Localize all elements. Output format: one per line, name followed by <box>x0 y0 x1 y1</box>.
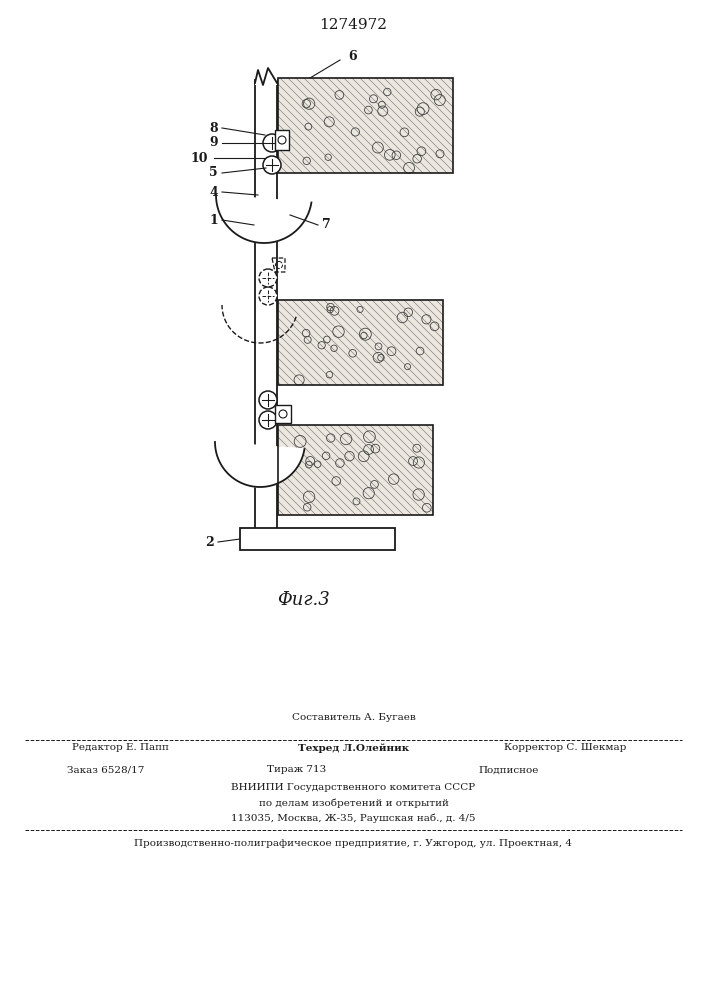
Text: Подписное: Подписное <box>479 766 539 774</box>
Text: ВНИИПИ Государственного комитета СССР: ВНИИПИ Государственного комитета СССР <box>231 784 476 792</box>
Bar <box>278 425 433 515</box>
Text: 10: 10 <box>190 151 208 164</box>
Text: 113035, Москва, Ж-35, Раушская наб., д. 4/5: 113035, Москва, Ж-35, Раушская наб., д. … <box>231 813 476 823</box>
Circle shape <box>259 391 277 409</box>
Text: 1274972: 1274972 <box>320 18 387 32</box>
Text: Производственно-полиграфическое предприятие, г. Ужгород, ул. Проектная, 4: Производственно-полиграфическое предприя… <box>134 838 573 848</box>
Text: Составитель А. Бугаев: Составитель А. Бугаев <box>291 714 416 722</box>
Text: Редактор Е. Папп: Редактор Е. Папп <box>71 744 169 752</box>
Text: 1: 1 <box>209 214 218 227</box>
Text: 9: 9 <box>209 136 218 149</box>
Text: 6: 6 <box>348 50 356 64</box>
Polygon shape <box>215 442 305 487</box>
Text: 7: 7 <box>322 219 331 232</box>
Bar <box>278 425 433 515</box>
Text: 2: 2 <box>205 536 214 548</box>
Text: по делам изобретений и открытий: по делам изобретений и открытий <box>259 798 448 808</box>
Bar <box>278 78 453 173</box>
Text: Φиг.3: Φиг.3 <box>278 591 330 609</box>
Bar <box>275 405 291 423</box>
Bar <box>240 528 395 550</box>
Text: Заказ 6528/17: Заказ 6528/17 <box>67 766 145 774</box>
Bar <box>278 300 443 385</box>
Bar <box>278 300 443 385</box>
Bar <box>255 80 277 530</box>
Polygon shape <box>216 195 311 243</box>
Circle shape <box>263 134 281 152</box>
Circle shape <box>259 269 277 287</box>
Text: Корректор С. Шекмар: Корректор С. Шекмар <box>504 744 627 752</box>
Text: 8: 8 <box>209 121 218 134</box>
Text: Техред Л.Олейник: Техред Л.Олейник <box>298 743 409 753</box>
Text: Тираж 713: Тираж 713 <box>267 766 327 774</box>
Bar <box>255 70 277 85</box>
Bar <box>278 78 453 173</box>
Bar <box>275 130 289 150</box>
Text: 5: 5 <box>209 166 218 180</box>
Circle shape <box>259 287 277 305</box>
Circle shape <box>259 411 277 429</box>
Circle shape <box>263 156 281 174</box>
Text: 4: 4 <box>209 186 218 198</box>
